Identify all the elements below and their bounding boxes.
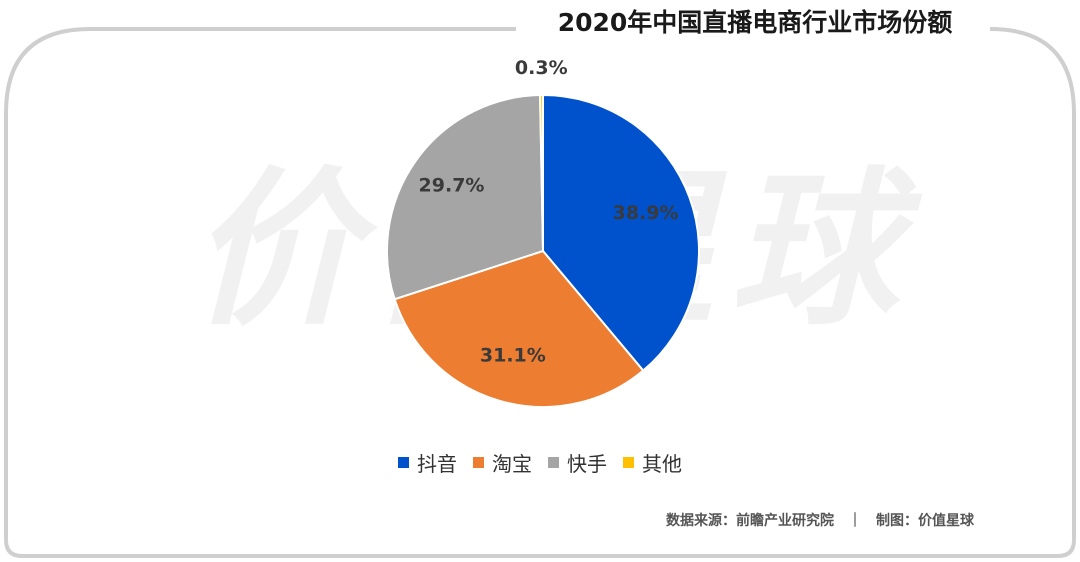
legend-swatch bbox=[548, 456, 559, 468]
legend-item-1: 抖音 bbox=[398, 448, 457, 477]
data-label-3: 29.7% bbox=[419, 174, 485, 196]
pie-slice-3 bbox=[386, 94, 545, 301]
data-label-1: 38.9% bbox=[613, 202, 679, 224]
pie-data-labels: 38.9% 31.1% 29.7% 0.3% bbox=[419, 57, 679, 366]
legend-item-4: 其他 bbox=[623, 448, 682, 477]
legend-label: 抖音 bbox=[417, 451, 457, 476]
legend-swatch bbox=[473, 456, 484, 468]
source-note: 数据来源：前瞻产业研究院 ｜ 制图：价值星球 bbox=[666, 513, 974, 529]
data-label-4: 0.3% bbox=[515, 57, 568, 79]
chart-legend: 抖音 淘宝 快手 其他 bbox=[0, 448, 1080, 476]
data-label-2: 31.1% bbox=[480, 344, 546, 366]
legend-item-3: 快手 bbox=[548, 448, 607, 477]
pie-slice-2 bbox=[393, 249, 645, 408]
legend-item-2: 淘宝 bbox=[473, 448, 532, 477]
legend-swatch bbox=[623, 456, 634, 468]
legend-label: 快手 bbox=[567, 451, 607, 476]
legend-label: 其他 bbox=[642, 451, 682, 476]
pie-slices bbox=[386, 93, 700, 408]
chart-title: 2020年中国直播电商行业市场份额 bbox=[522, 4, 988, 42]
pie-slice-1 bbox=[542, 93, 700, 372]
legend-swatch bbox=[398, 456, 409, 468]
legend-label: 淘宝 bbox=[492, 451, 532, 476]
frame-border bbox=[4, 27, 1076, 558]
pie-slice-4 bbox=[539, 93, 544, 252]
